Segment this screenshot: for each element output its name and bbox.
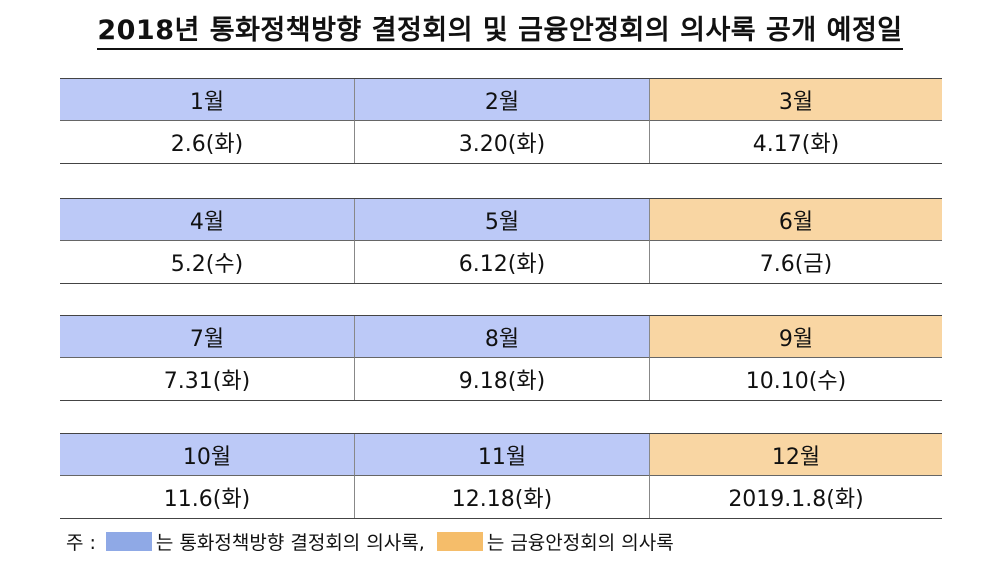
month-header: 2월 — [355, 79, 650, 121]
month-header: 10월 — [60, 434, 355, 476]
release-date: 10.10(수) — [650, 358, 942, 400]
quarter-block: 4월 5월 6월 5.2(수) 6.12(화) 7.6(금) — [60, 198, 942, 284]
month-header: 4월 — [60, 199, 355, 241]
legend-prefix: 주 : — [66, 532, 96, 554]
release-date: 2.6(화) — [60, 121, 355, 163]
release-date: 5.2(수) — [60, 241, 355, 283]
release-date: 9.18(화) — [355, 358, 650, 400]
release-date: 3.20(화) — [355, 121, 650, 163]
month-header: 11월 — [355, 434, 650, 476]
quarter-block: 7월 8월 9월 7.31(화) 9.18(화) 10.10(수) — [60, 315, 942, 401]
month-header: 1월 — [60, 79, 355, 121]
quarter-block: 10월 11월 12월 11.6(화) 12.18(화) 2019.1.8(화) — [60, 433, 942, 519]
month-header: 8월 — [355, 316, 650, 358]
release-date: 2019.1.8(화) — [650, 476, 942, 518]
month-header: 7월 — [60, 316, 355, 358]
release-date: 4.17(화) — [650, 121, 942, 163]
document-title: 2018년 통화정책방향 결정회의 및 금융안정회의 의사록 공개 예정일 — [0, 8, 1000, 50]
release-date: 11.6(화) — [60, 476, 355, 518]
mpc-color-swatch — [105, 532, 152, 551]
month-header: 3월 — [650, 79, 942, 121]
quarter-block: 1월 2월 3월 2.6(화) 3.20(화) 4.17(화) — [60, 78, 942, 164]
legend-note: 주 : 는 통화정책방향 결정회의 의사록, 는 금융안정회의 의사록 — [66, 528, 674, 555]
release-date: 12.18(화) — [355, 476, 650, 518]
legend-mpc-text: 는 통화정책방향 결정회의 의사록, — [155, 532, 425, 554]
release-date: 7.31(화) — [60, 358, 355, 400]
release-date: 6.12(화) — [355, 241, 650, 283]
legend-fsc-text: 는 금융안정회의 의사록 — [486, 532, 674, 554]
month-header: 12월 — [650, 434, 942, 476]
month-header: 5월 — [355, 199, 650, 241]
title-text: 2018년 통화정책방향 결정회의 및 금융안정회의 의사록 공개 예정일 — [97, 15, 903, 50]
fsc-color-swatch — [436, 532, 483, 551]
month-header: 9월 — [650, 316, 942, 358]
month-header: 6월 — [650, 199, 942, 241]
release-date: 7.6(금) — [650, 241, 942, 283]
